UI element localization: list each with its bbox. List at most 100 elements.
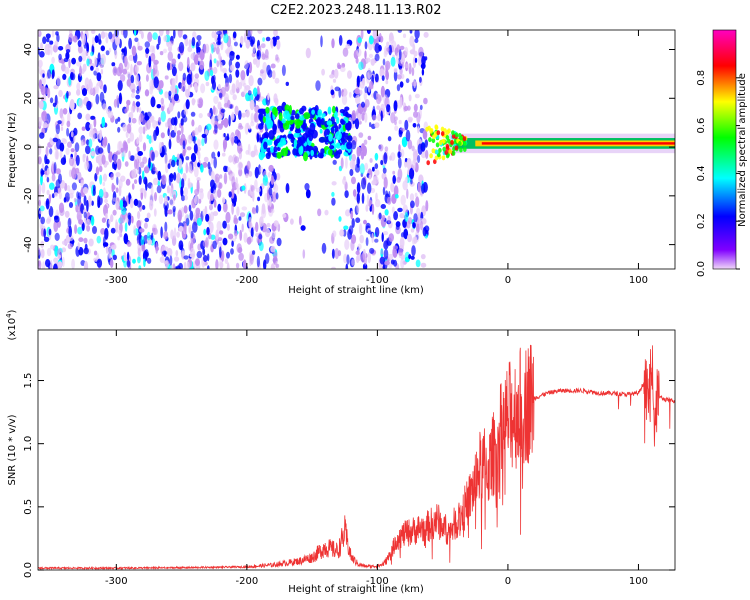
heatmap-cell bbox=[128, 37, 133, 50]
heatmap-cell bbox=[374, 163, 379, 170]
heatmap-cell bbox=[398, 119, 402, 125]
heatmap-cell bbox=[70, 131, 74, 138]
heatmap-cell bbox=[57, 261, 63, 268]
heatmap-cell bbox=[396, 84, 401, 92]
heatmap-cell bbox=[260, 152, 266, 158]
heatmap-cell bbox=[223, 141, 226, 153]
heatmap-cell bbox=[160, 132, 165, 139]
heatmap-cell bbox=[183, 108, 188, 115]
heatmap-cell bbox=[193, 195, 200, 205]
spectrogram-ylabel: Frequency (Hz) bbox=[7, 112, 18, 188]
heatmap-cell bbox=[422, 226, 427, 237]
heatmap-cell bbox=[82, 153, 87, 158]
heatmap-cell bbox=[164, 246, 169, 251]
heatmap-cell bbox=[249, 99, 255, 111]
snr-multiplier-close: ) bbox=[7, 309, 18, 313]
heatmap-cell bbox=[276, 146, 281, 152]
heatmap-cell bbox=[138, 133, 143, 143]
heatmap-cell bbox=[167, 128, 170, 137]
heatmap-cell bbox=[239, 212, 246, 218]
heatmap-cell bbox=[83, 247, 89, 255]
heatmap-cell bbox=[187, 46, 193, 53]
heatmap-cell bbox=[289, 126, 294, 132]
heatmap-cell bbox=[137, 256, 141, 264]
heatmap-cell bbox=[120, 207, 127, 215]
heatmap-cell bbox=[265, 253, 270, 264]
heatmap-cell bbox=[80, 139, 84, 147]
heatmap-cell bbox=[49, 182, 55, 190]
heatmap-cell bbox=[203, 156, 209, 163]
heatmap-cell bbox=[392, 245, 398, 251]
heatmap-cell bbox=[268, 164, 274, 172]
heatmap-cell bbox=[226, 223, 230, 231]
heatmap-cell bbox=[185, 217, 190, 227]
heatmap-cell bbox=[96, 130, 102, 140]
heatmap-cell bbox=[355, 255, 360, 263]
heatmap-cell bbox=[262, 116, 266, 123]
heatmap-cell bbox=[364, 50, 367, 59]
heatmap-cell bbox=[330, 89, 335, 96]
heatmap-cell bbox=[46, 176, 50, 183]
heatmap-cell bbox=[245, 173, 249, 178]
heatmap-cell bbox=[320, 118, 325, 126]
x-tick-label: 0 bbox=[505, 275, 511, 286]
heatmap-cell bbox=[50, 244, 55, 250]
heatmap-cell bbox=[113, 153, 118, 165]
heatmap-cell bbox=[357, 243, 362, 250]
heatmap-cell bbox=[347, 228, 352, 240]
heatmap-cell bbox=[185, 38, 189, 47]
heatmap-cell bbox=[124, 108, 128, 114]
heatmap-cell bbox=[319, 128, 323, 134]
heatmap-cell bbox=[153, 208, 157, 217]
heatmap-cell bbox=[246, 160, 251, 171]
heatmap-cell bbox=[38, 247, 41, 256]
heatmap-cell bbox=[40, 170, 45, 175]
heatmap-cell bbox=[121, 48, 126, 53]
heatmap-cell bbox=[244, 60, 249, 70]
heatmap-cell bbox=[432, 134, 436, 140]
heatmap-cell bbox=[374, 53, 380, 62]
heatmap-cell bbox=[58, 173, 62, 184]
heatmap-cell bbox=[86, 58, 90, 67]
heatmap-cell bbox=[198, 97, 204, 108]
heatmap-cell bbox=[365, 237, 369, 247]
heatmap-cell bbox=[78, 98, 84, 108]
heatmap-cell bbox=[203, 228, 207, 236]
heatmap-cell bbox=[302, 249, 306, 259]
heatmap-cell bbox=[93, 250, 98, 256]
heatmap-cell bbox=[186, 146, 192, 151]
colorbar: 0.0 0.2 0.4 0.6 0.8 Normalized spectral ampl… bbox=[696, 29, 748, 277]
heatmap-cell bbox=[331, 38, 335, 49]
heatmap-cell bbox=[88, 195, 92, 207]
heatmap-cell bbox=[188, 39, 192, 48]
heatmap-cell bbox=[190, 230, 194, 239]
heatmap-cell bbox=[217, 151, 221, 158]
heatmap-cell bbox=[181, 178, 185, 189]
heatmap-cell bbox=[269, 197, 272, 207]
heatmap-cell bbox=[124, 161, 129, 167]
heatmap-cell bbox=[137, 211, 141, 220]
y-tick-label: -20 bbox=[23, 188, 34, 204]
heatmap-cell bbox=[118, 230, 121, 235]
heatmap-cell bbox=[173, 227, 177, 239]
snr-xlabel: Height of straight line (km) bbox=[288, 584, 424, 595]
heatmap-cell bbox=[380, 249, 384, 255]
y-tick-label: 1.5 bbox=[23, 373, 34, 389]
heatmap-cell bbox=[53, 220, 59, 233]
heatmap-cell bbox=[385, 80, 389, 85]
heatmap-cell bbox=[77, 112, 83, 120]
heatmap-cell bbox=[146, 134, 150, 140]
heatmap-cell bbox=[212, 105, 216, 115]
heatmap-cell bbox=[139, 112, 144, 123]
heatmap-cell bbox=[75, 204, 79, 213]
heatmap-cell bbox=[258, 233, 263, 240]
heatmap-cell bbox=[91, 30, 96, 34]
heatmap-cell bbox=[361, 101, 365, 108]
heatmap-cell bbox=[83, 260, 89, 269]
heatmap-cell bbox=[131, 45, 137, 57]
heatmap-cell bbox=[71, 182, 77, 191]
heatmap-cell bbox=[111, 244, 117, 250]
heatmap-cell bbox=[232, 31, 237, 39]
heatmap-cell bbox=[93, 257, 98, 262]
heatmap-cell bbox=[226, 262, 230, 269]
